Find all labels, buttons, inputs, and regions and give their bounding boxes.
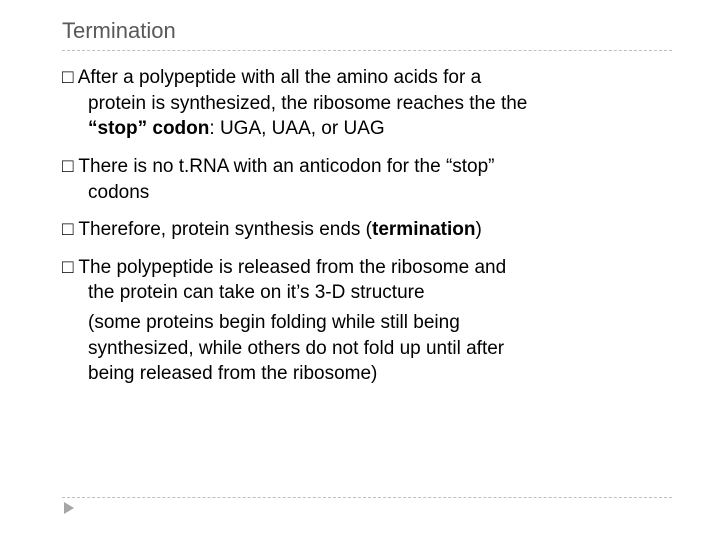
- text: (some proteins begin folding while still…: [88, 310, 672, 336]
- slide-body: □ After a polypeptide with all the amino…: [62, 65, 672, 387]
- arrow-icon: [64, 502, 74, 514]
- text: codons: [62, 180, 672, 206]
- text: ): [475, 219, 481, 240]
- bullet-marker: □ After: [62, 67, 123, 88]
- text: protein synthesis ends (: [171, 219, 372, 240]
- slide-title: Termination: [62, 18, 672, 44]
- text: synthesized, while others do not fold up…: [88, 336, 672, 362]
- bullet-marker: □ There: [62, 156, 133, 177]
- bold-text: termination: [372, 219, 475, 240]
- title-divider: [62, 50, 672, 51]
- text: : UGA, UAA, or UAG: [209, 118, 384, 139]
- text: “stop” codon: UGA, UAA, or UAG: [62, 116, 672, 142]
- bullet-marker: □ Therefore,: [62, 219, 171, 240]
- bold-text: “stop” codon: [88, 118, 209, 139]
- text: polypeptide is released from the ribosom…: [116, 257, 506, 278]
- bullet-1: □ After a polypeptide with all the amino…: [62, 65, 672, 142]
- bullet-marker: □ The: [62, 257, 116, 278]
- text: a polypeptide with all the amino acids f…: [123, 67, 481, 88]
- text: the protein can take on it’s 3-D structu…: [62, 280, 672, 306]
- text: is no t.RNA with an anticodon for the “s…: [133, 156, 494, 177]
- bullet-2: □ There is no t.RNA with an anticodon fo…: [62, 154, 672, 205]
- text: being released from the ribosome): [88, 361, 672, 387]
- footer-divider: [62, 497, 672, 498]
- sub-text: (some proteins begin folding while still…: [62, 310, 672, 387]
- bullet-3: □ Therefore, protein synthesis ends (ter…: [62, 217, 672, 243]
- bullet-4: □ The polypeptide is released from the r…: [62, 255, 672, 387]
- text: protein is synthesized, the ribosome rea…: [62, 91, 672, 117]
- slide-footer: [62, 497, 672, 514]
